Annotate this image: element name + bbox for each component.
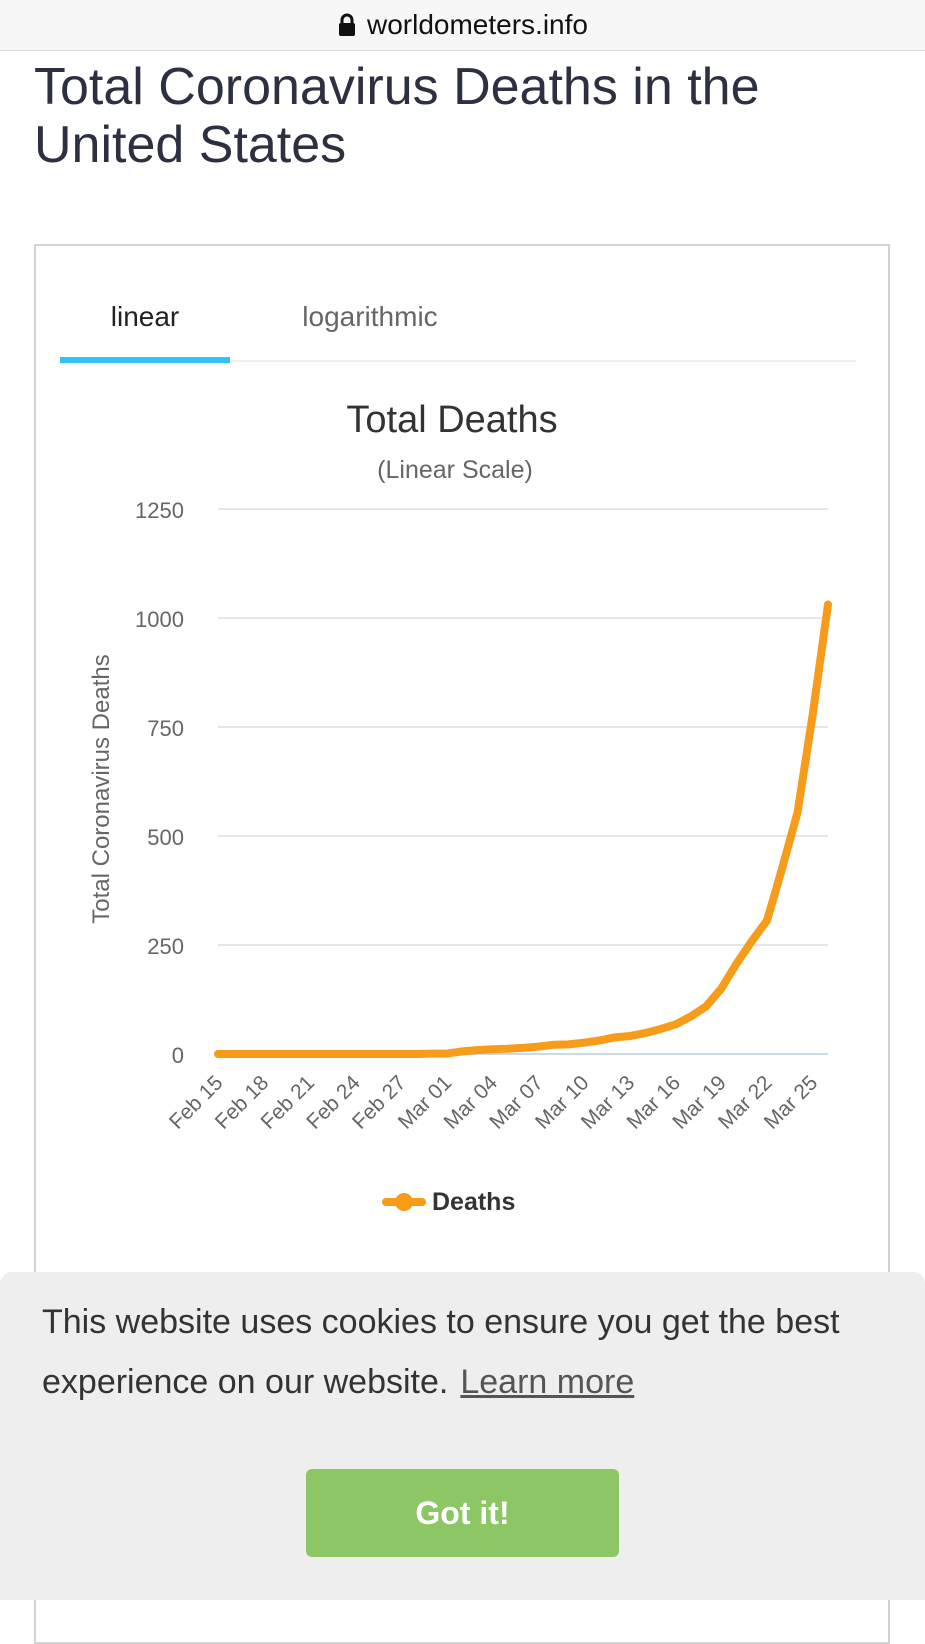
- data-point[interactable]: [641, 1029, 649, 1037]
- data-point[interactable]: [824, 600, 832, 608]
- gridlines: [218, 508, 828, 1055]
- data-point[interactable]: [717, 985, 725, 993]
- tab-logarithmic[interactable]: logarithmic: [302, 301, 438, 332]
- data-point[interactable]: [687, 1013, 695, 1021]
- series-line-deaths: [214, 600, 832, 1058]
- data-point[interactable]: [473, 1046, 481, 1054]
- data-point[interactable]: [794, 808, 802, 816]
- data-point[interactable]: [778, 864, 786, 872]
- data-point[interactable]: [412, 1050, 420, 1058]
- cookie-message: This website uses cookies to ensure you …: [42, 1292, 892, 1412]
- y-axis-label: Total Coronavirus Deaths: [88, 654, 115, 923]
- lock-icon: [339, 13, 355, 36]
- data-point[interactable]: [611, 1033, 619, 1041]
- deaths-line-chart: Total Deaths (Linear Scale) Total Corona…: [88, 399, 832, 1216]
- chart-subtitle: (Linear Scale): [377, 456, 533, 484]
- data-point[interactable]: [382, 1050, 390, 1058]
- data-point[interactable]: [351, 1050, 359, 1058]
- data-point[interactable]: [595, 1036, 603, 1044]
- y-tick-label: 750: [147, 716, 184, 741]
- y-tick-label: 0: [172, 1043, 184, 1068]
- data-point[interactable]: [656, 1025, 664, 1033]
- data-point[interactable]: [290, 1050, 298, 1058]
- page-title: Total Coronavirus Deaths in the United S…: [34, 58, 760, 174]
- data-point[interactable]: [504, 1045, 512, 1053]
- data-point[interactable]: [702, 1002, 710, 1010]
- data-point[interactable]: [534, 1043, 542, 1051]
- data-point[interactable]: [428, 1050, 436, 1058]
- cookie-banner: This website uses cookies to ensure you …: [0, 1272, 925, 1600]
- data-point[interactable]: [458, 1047, 466, 1055]
- learn-more-link[interactable]: Learn more: [460, 1363, 635, 1401]
- scale-tabs: linear logarithmic: [60, 276, 856, 363]
- data-point[interactable]: [489, 1045, 497, 1053]
- data-point[interactable]: [321, 1050, 329, 1058]
- data-point[interactable]: [306, 1050, 314, 1058]
- data-point[interactable]: [367, 1050, 375, 1058]
- data-point[interactable]: [733, 960, 741, 968]
- series-deaths: [214, 600, 832, 1058]
- data-point[interactable]: [245, 1050, 253, 1058]
- y-axis-ticks: 0 250 500 750 1000 1250: [135, 498, 184, 1068]
- url-text: worldometers.info: [367, 9, 588, 40]
- y-tick-label: 1000: [135, 607, 184, 632]
- data-point[interactable]: [214, 1050, 222, 1058]
- data-point[interactable]: [580, 1039, 588, 1047]
- cookie-text: This website uses cookies to ensure you …: [42, 1303, 840, 1401]
- tab-linear[interactable]: linear: [60, 276, 230, 363]
- data-point[interactable]: [519, 1044, 527, 1052]
- y-tick-label: 500: [147, 825, 184, 850]
- legend-label-deaths: Deaths: [432, 1188, 515, 1216]
- got-it-button[interactable]: Got it!: [306, 1469, 619, 1557]
- data-point[interactable]: [275, 1050, 283, 1058]
- data-point[interactable]: [763, 917, 771, 925]
- data-point[interactable]: [229, 1050, 237, 1058]
- chart-title: Total Deaths: [346, 399, 557, 441]
- data-point[interactable]: [626, 1032, 634, 1040]
- data-point[interactable]: [550, 1041, 558, 1049]
- data-point[interactable]: [809, 710, 817, 718]
- data-point[interactable]: [336, 1050, 344, 1058]
- browser-url-bar[interactable]: worldometers.info: [0, 0, 925, 51]
- y-tick-label: 250: [147, 934, 184, 959]
- legend-swatch-marker: [395, 1193, 413, 1211]
- data-point[interactable]: [672, 1020, 680, 1028]
- data-point[interactable]: [443, 1050, 451, 1058]
- data-point[interactable]: [565, 1040, 573, 1048]
- data-point[interactable]: [260, 1050, 268, 1058]
- data-point[interactable]: [748, 937, 756, 945]
- legend[interactable]: Deaths: [382, 1188, 515, 1216]
- y-tick-label: 1250: [135, 498, 184, 523]
- data-point[interactable]: [397, 1050, 405, 1058]
